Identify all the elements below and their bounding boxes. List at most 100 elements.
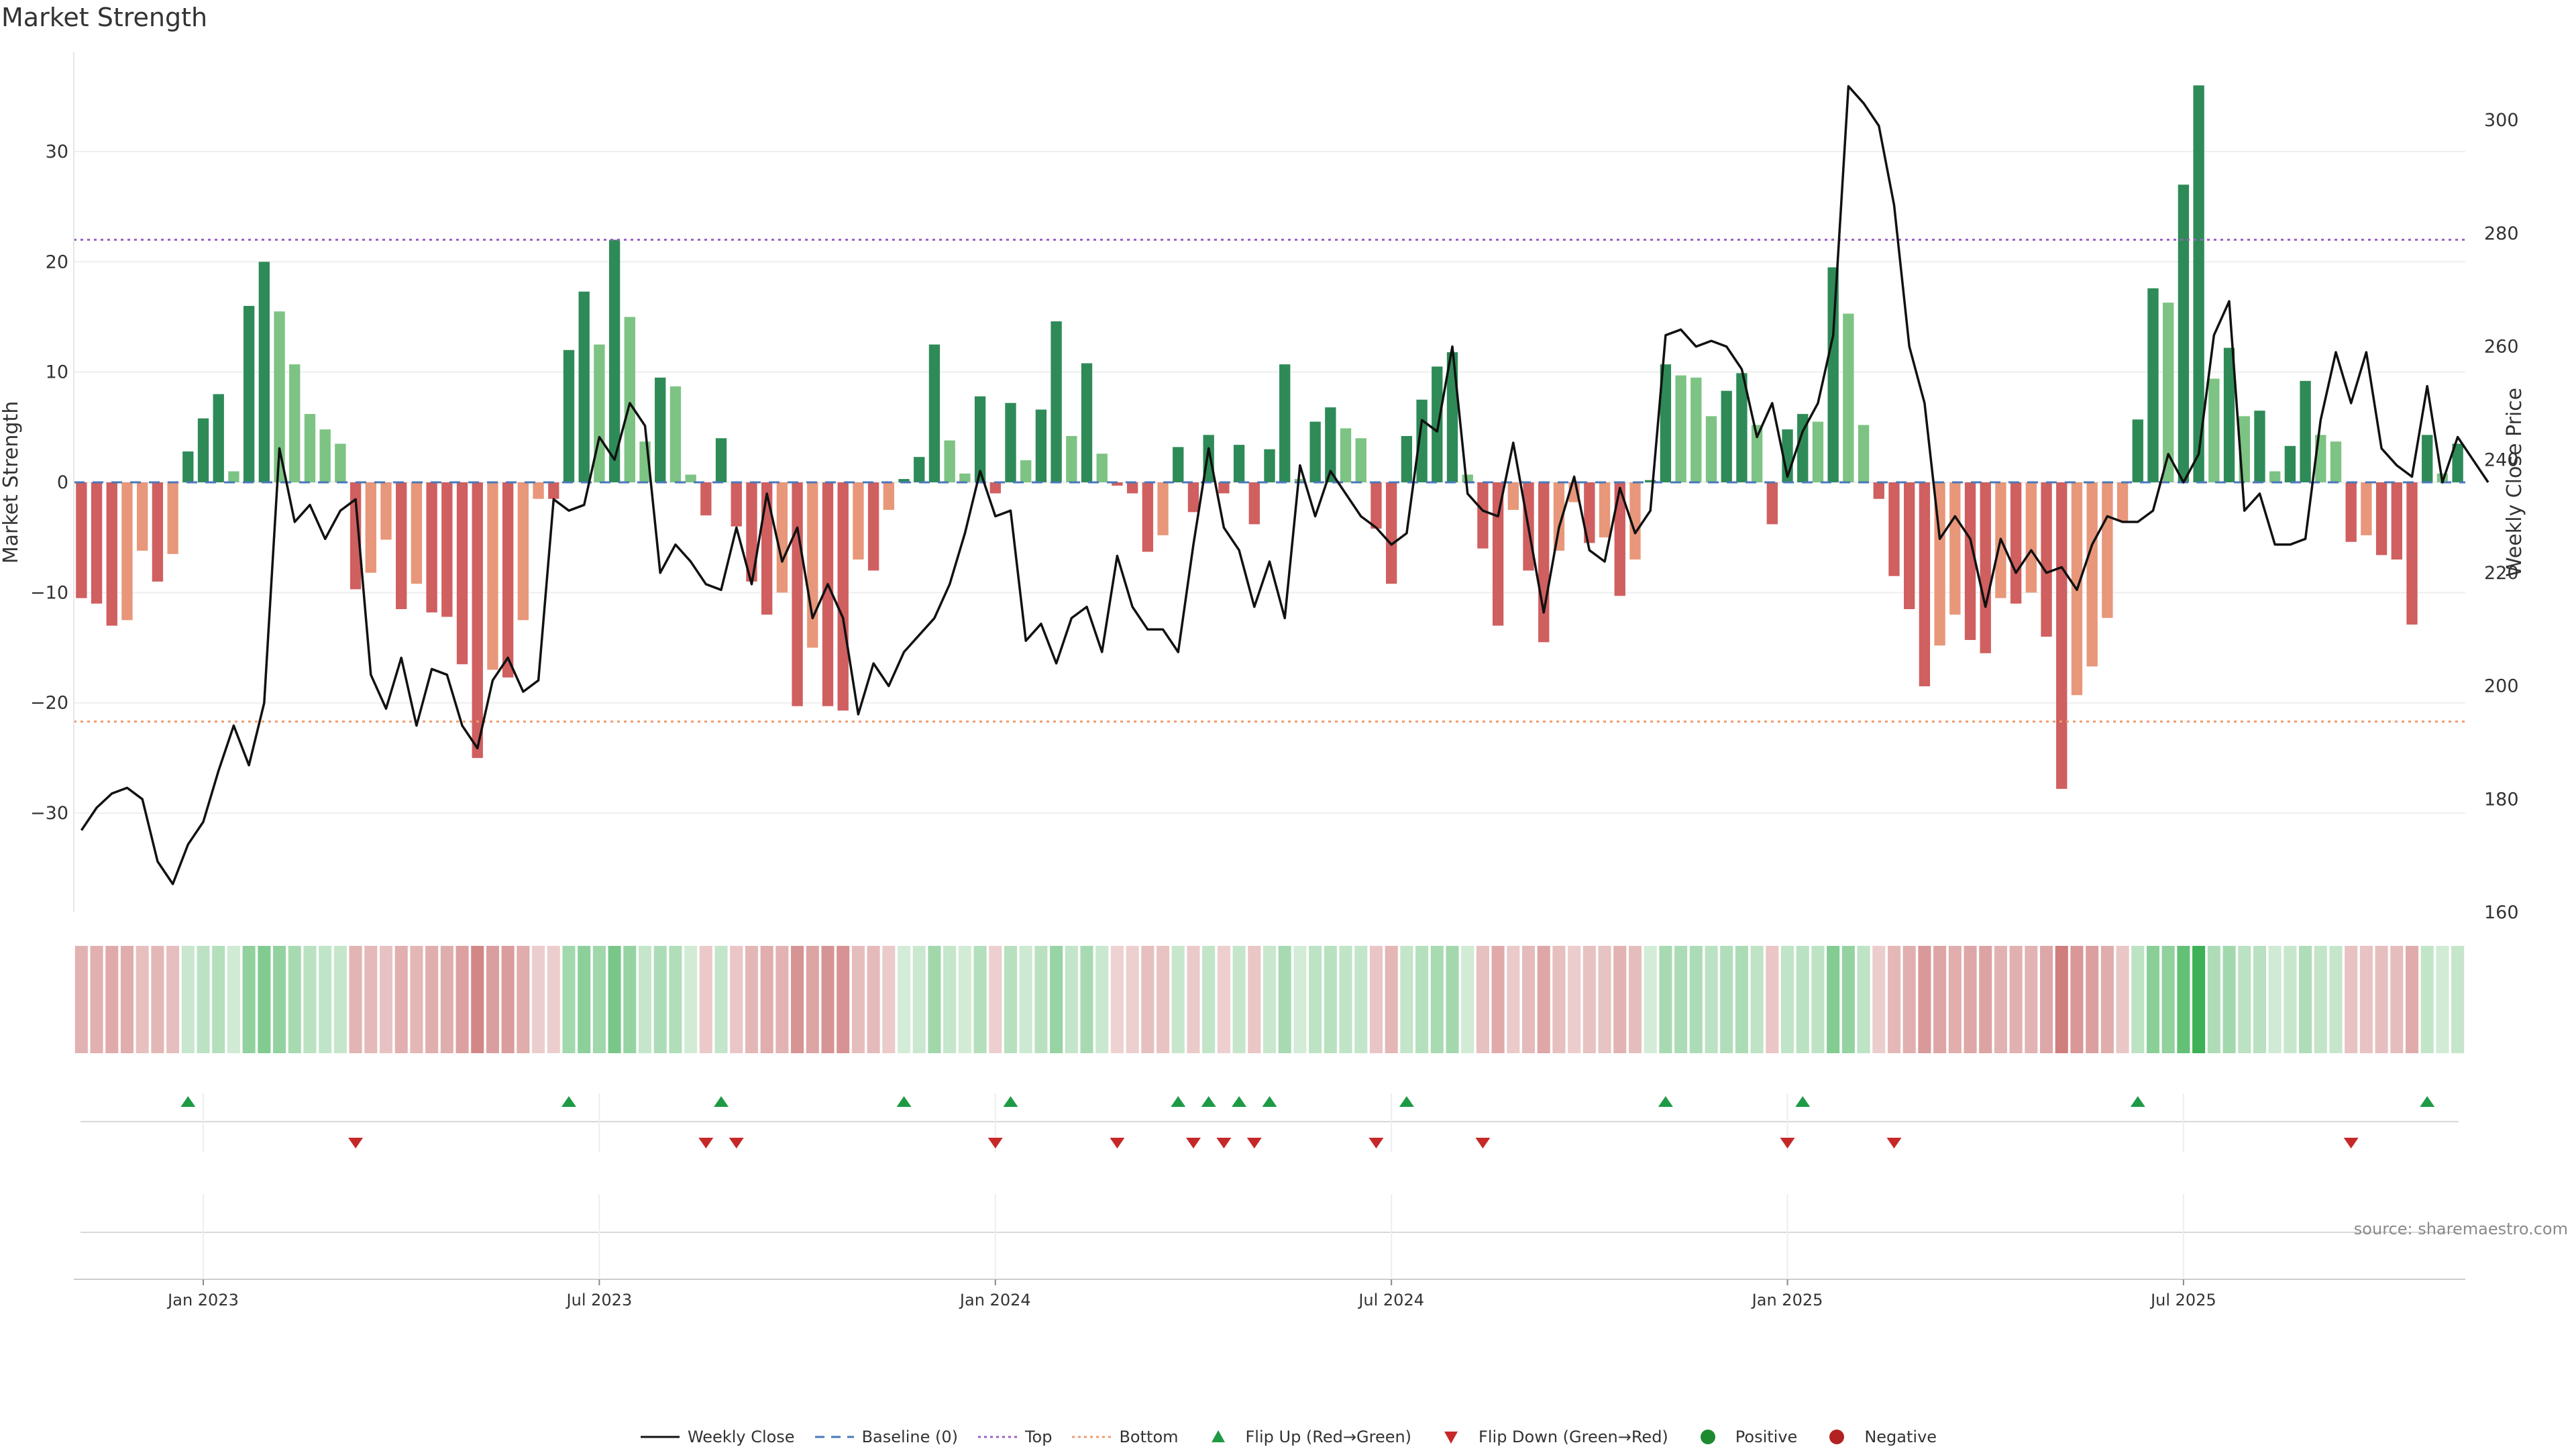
strength-bar	[441, 482, 453, 617]
flip-up-marker	[561, 1096, 576, 1107]
heat-cell	[258, 946, 271, 1053]
heat-cell	[1339, 946, 1352, 1053]
heat-cell	[303, 946, 317, 1053]
strength-bar	[502, 482, 514, 678]
y-tick-label-right: 240	[2484, 449, 2519, 470]
heat-cell	[1933, 946, 1947, 1053]
heat-cell	[1369, 946, 1383, 1053]
strength-bar	[1843, 313, 1854, 482]
flip-up-marker	[714, 1096, 729, 1107]
strength-bar	[776, 482, 788, 593]
weekly-close-polyline	[80, 85, 2489, 885]
strength-bar	[715, 438, 727, 482]
strength-bar	[655, 377, 666, 482]
chart-title: Market Strength	[1, 3, 208, 32]
heat-cell	[166, 946, 180, 1053]
strength-bar	[822, 482, 834, 706]
strength-bar	[1462, 474, 1473, 482]
heat-cell	[1141, 946, 1155, 1053]
strength-bar	[517, 482, 529, 621]
heat-cell	[1491, 946, 1505, 1053]
heat-cell	[288, 946, 301, 1053]
strength-bar	[258, 262, 270, 482]
heat-cell	[882, 946, 896, 1053]
heat-cell	[958, 946, 971, 1053]
heat-cell	[2314, 946, 2327, 1053]
heat-cell	[1476, 946, 1489, 1053]
strength-bar	[2452, 443, 2463, 482]
legend-item-baseline: Baseline (0)	[814, 1428, 958, 1446]
legend-label: Negative	[1864, 1428, 1937, 1446]
heat-cell	[730, 946, 743, 1053]
strength-bar	[1797, 414, 1809, 482]
heat-cell	[1735, 946, 1748, 1053]
heat-cell	[821, 946, 835, 1053]
legend-label: Bottom	[1119, 1428, 1179, 1446]
strength-bar	[2269, 471, 2281, 482]
heat-cell	[2268, 946, 2282, 1053]
flip-down-marker	[987, 1138, 1003, 1148]
heat-cell	[699, 946, 712, 1053]
y-tick-label-right: 180	[2484, 789, 2519, 810]
strength-bar	[1112, 482, 1123, 486]
flip-down-icon	[1430, 1429, 1472, 1445]
strength-bar	[1492, 482, 1504, 626]
strength-bar	[152, 482, 164, 582]
strength-bar	[1355, 438, 1366, 482]
heat-cell	[653, 946, 667, 1053]
legend-label: Flip Down (Green→Red)	[1479, 1428, 1668, 1446]
flip-down-marker	[1216, 1138, 1232, 1148]
heat-cell	[1628, 946, 1642, 1053]
strength-bar	[1340, 428, 1352, 482]
y-axis-label-right: Weekly Close Price	[2503, 388, 2526, 577]
y-tick-label-left: 10	[46, 362, 68, 383]
y-axis-label-left: Market Strength	[0, 401, 23, 564]
strength-bar	[1477, 482, 1489, 549]
strength-bar	[1051, 321, 1062, 482]
axes: −30 −20 −10 0 10 20 30 160 180 200 220 240 260 280 300…	[0, 52, 2526, 923]
strength-bar	[1401, 435, 1413, 482]
x-tick-label: Jan 2025	[1751, 1291, 1823, 1309]
strength-heatmap-strip	[74, 946, 2465, 1053]
heat-cell	[1354, 946, 1368, 1053]
heat-cell	[2025, 946, 2038, 1053]
strength-bar	[335, 443, 346, 482]
heat-cell	[1887, 946, 1901, 1053]
strength-bar	[837, 482, 849, 711]
strength-bar	[914, 457, 925, 482]
strength-bar	[989, 482, 1001, 494]
date-axis-panel: Jan 2023 Jul 2023 Jan 2024 Jul 2024 Jan 2025…	[74, 1194, 2465, 1309]
strength-bar	[243, 306, 255, 482]
heat-cell	[623, 946, 637, 1053]
strength-bar	[91, 482, 103, 604]
strength-bar	[563, 350, 575, 482]
heat-cell	[1994, 946, 2007, 1053]
heat-cell	[928, 946, 941, 1053]
strength-bar	[1980, 482, 1991, 653]
heat-cell	[1552, 946, 1566, 1053]
heat-cell	[2222, 946, 2236, 1053]
heat-cell	[455, 946, 469, 1053]
heat-cell	[989, 946, 1002, 1053]
heat-cell	[1157, 946, 1170, 1053]
strength-bar	[1919, 482, 1931, 687]
strength-bar	[2102, 482, 2113, 619]
legend-item-flip-down: Flip Down (Green→Red)	[1430, 1428, 1668, 1446]
strength-bar	[1675, 375, 1686, 482]
top-swatch	[977, 1429, 1018, 1445]
x-tick-label: Jul 2023	[566, 1291, 633, 1309]
strength-bar	[1766, 482, 1778, 525]
heat-cell	[1019, 946, 1032, 1053]
heat-cell	[120, 946, 134, 1053]
heat-cell	[760, 946, 773, 1053]
strength-bar	[792, 482, 803, 706]
heat-cell	[105, 946, 119, 1053]
heat-cell	[227, 946, 240, 1053]
heat-cell	[1324, 946, 1337, 1053]
heat-cell	[1187, 946, 1200, 1053]
strength-bar	[578, 291, 590, 482]
heat-cell	[973, 946, 987, 1053]
heat-cell	[1217, 946, 1230, 1053]
strength-bar	[1020, 460, 1032, 482]
heat-cell	[349, 946, 362, 1053]
